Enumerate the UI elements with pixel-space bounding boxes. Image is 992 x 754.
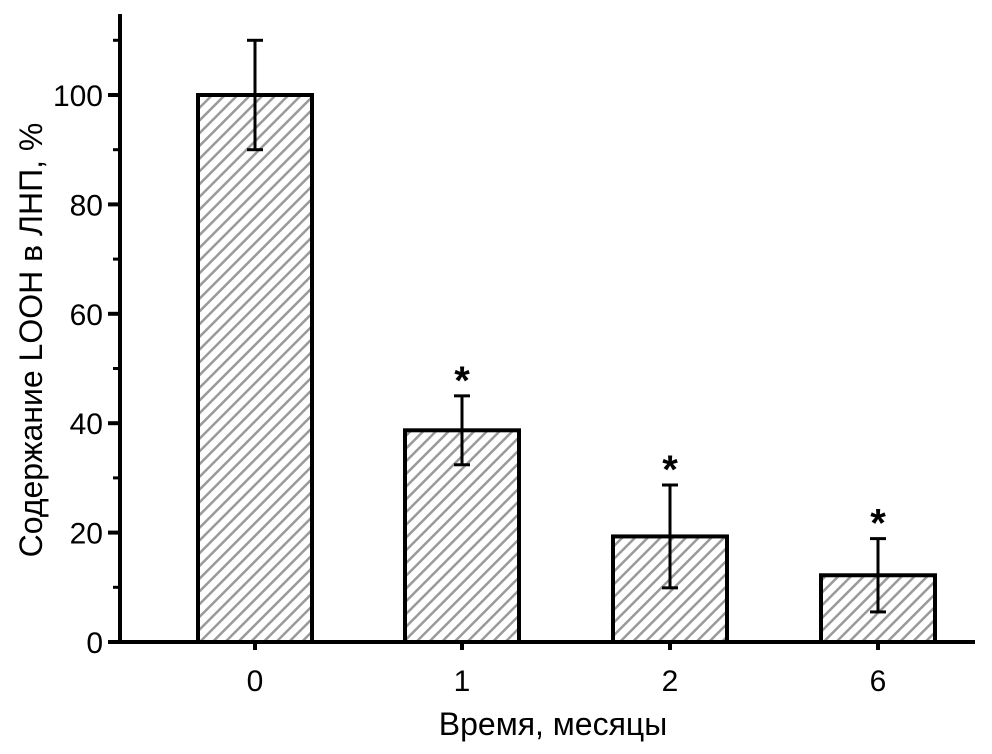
y-tick-label-40: 40 <box>70 408 103 441</box>
significance-marker-2: * <box>662 448 678 492</box>
y-tick-label-60: 60 <box>70 299 103 332</box>
y-tick-label-20: 20 <box>70 518 103 551</box>
x-tick-label-2: 2 <box>662 665 679 698</box>
bar-0 <box>196 93 314 644</box>
y-tick-label-80: 80 <box>70 189 103 222</box>
y-tick-label-0: 0 <box>86 627 103 660</box>
x-tick-label-6: 6 <box>870 665 887 698</box>
y-axis-label: Содержание LOOH в ЛНП, % <box>13 123 49 558</box>
significance-marker-1: * <box>454 359 470 403</box>
x-axis-label: Время, месяцы <box>439 706 668 742</box>
x-tick-label-0: 0 <box>247 665 264 698</box>
x-tick-label-1: 1 <box>454 665 471 698</box>
y-tick-label-100: 100 <box>53 80 103 113</box>
significance-marker-6: * <box>870 502 886 546</box>
